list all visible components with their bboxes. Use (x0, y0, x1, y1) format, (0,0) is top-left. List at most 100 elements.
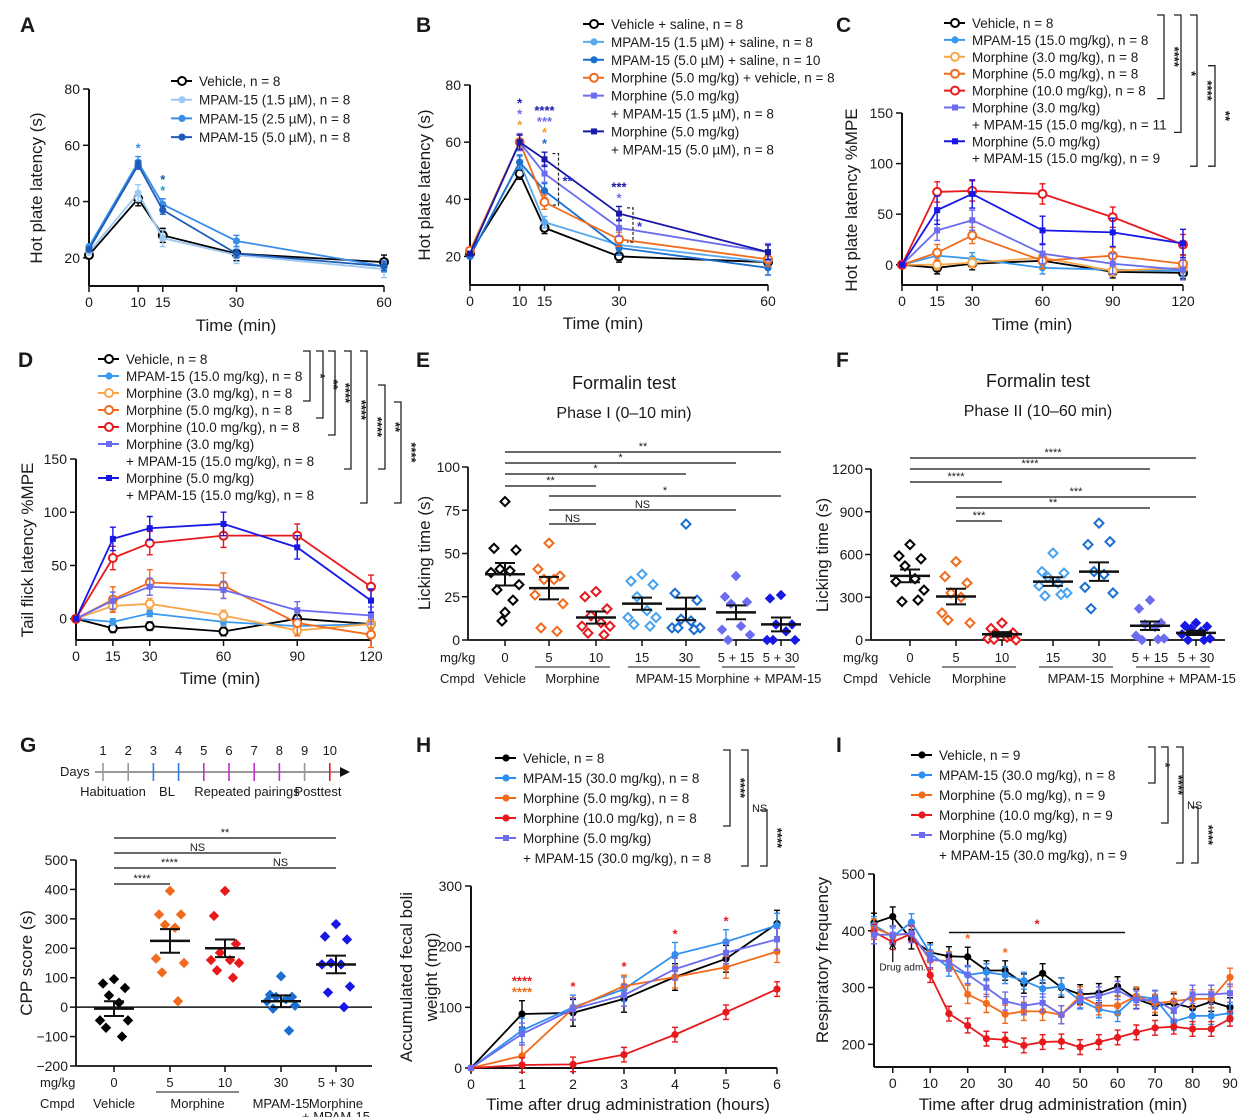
significance-star: **** (534, 103, 555, 118)
data-point (744, 629, 756, 641)
comparison-label: ** (221, 827, 230, 839)
legend-label: MPAM-15 (30.0 mg/kg), n = 8 (939, 768, 1115, 783)
x-tick-label: 30 (142, 648, 158, 664)
data-point (1079, 581, 1091, 594)
significance-star: * (542, 125, 548, 140)
legend-marker (178, 96, 186, 104)
data-point (1082, 538, 1094, 551)
data-point (904, 538, 916, 551)
data-point (1144, 594, 1156, 606)
legend-label: Morphine (5.0 mg/kg) + vehicle, n = 8 (611, 71, 835, 86)
comparison-label: **** (1021, 458, 1039, 470)
row-label: Cmpd (440, 671, 475, 686)
sem-bar (104, 1000, 124, 1017)
significance-bracket (1190, 14, 1198, 167)
data-point (1151, 1024, 1159, 1032)
data-point (1107, 587, 1119, 599)
data-point (730, 570, 742, 582)
legend-label: + MPAM-15 (30.0 mg/kg), n = 8 (523, 851, 711, 866)
data-point (100, 1022, 112, 1033)
y-tick-label: 0 (452, 632, 460, 648)
data-point (232, 250, 241, 258)
legend-marker (918, 811, 926, 819)
data-point (485, 566, 497, 579)
data-point (150, 953, 162, 964)
group-2: 10 (982, 616, 1022, 665)
significance-label: **** (338, 383, 353, 404)
data-point (1037, 188, 1048, 199)
group-0: 0 (94, 973, 134, 1090)
significance-label: * (1158, 762, 1173, 768)
data-point (899, 261, 905, 268)
x-axis-label: Time (min) (992, 315, 1073, 334)
sem-bar (586, 610, 606, 625)
data-point (680, 518, 692, 531)
data-point (1039, 999, 1046, 1006)
dose-label: 30 (1092, 650, 1106, 665)
significance-bracket (1208, 65, 1216, 167)
data-point (988, 633, 1000, 646)
data-point (890, 575, 902, 588)
significance-star: * (517, 107, 523, 122)
sem-bar (1043, 576, 1063, 587)
data-point (557, 597, 569, 610)
dose-label: 5 + 30 (1178, 650, 1215, 665)
data-point (275, 971, 287, 982)
data-point (585, 609, 597, 622)
significance-bracket (1148, 746, 1156, 784)
y-tick-label: 500 (842, 866, 866, 882)
significance-bracket (741, 749, 749, 867)
x-tick-label: 60 (1035, 293, 1051, 309)
data-point (934, 207, 941, 214)
comparison-label: **** (1044, 447, 1062, 459)
data-point (146, 525, 153, 532)
data-point (109, 618, 117, 626)
data-point (1055, 588, 1067, 601)
data-point (964, 953, 972, 961)
panel-label-A: A (20, 14, 35, 37)
sem-bar (632, 596, 652, 611)
data-point (341, 934, 353, 945)
data-point (644, 620, 656, 633)
data-point (765, 249, 771, 256)
panel-label-I: I (836, 734, 842, 757)
series-5 (899, 209, 1186, 281)
significance-label: **** (370, 417, 385, 438)
x-tick-label: 0 (889, 1075, 897, 1091)
data-point (1002, 998, 1009, 1005)
y-tick-label: 300 (842, 980, 866, 996)
data-point (232, 237, 241, 245)
x-tick-label: 120 (1171, 293, 1195, 309)
phase-label: Repeated pairings (194, 784, 300, 799)
data-point (1152, 634, 1164, 645)
data-point (178, 957, 190, 969)
y-tick-label: −100 (36, 1029, 68, 1045)
significance-star: * (1003, 945, 1009, 960)
y-tick-label: 200 (842, 1036, 866, 1052)
data-point (519, 1031, 525, 1038)
y-tick-label: 50 (877, 206, 893, 222)
data-point (144, 598, 155, 609)
panel-label-H: H (416, 734, 431, 757)
data-point (227, 972, 239, 983)
comparison-label: **** (133, 873, 151, 885)
dose-label: 0 (501, 650, 508, 665)
y-tick-label: 0 (60, 999, 68, 1015)
data-point (1189, 991, 1196, 998)
series-4 (468, 927, 780, 1071)
data-point (969, 190, 976, 197)
data-point (108, 973, 120, 985)
data-point (164, 885, 176, 897)
x-tick-label: 90 (289, 648, 305, 664)
data-point (896, 595, 908, 608)
y-tick-label: 100 (45, 970, 69, 986)
data-point (1020, 1041, 1028, 1050)
x-tick-label: 50 (1072, 1075, 1088, 1091)
significance-bracket (316, 350, 324, 419)
legend-label: Morphine (3.0 mg/kg) (972, 101, 1100, 116)
legend-marker (591, 92, 597, 99)
event-label: Drug adm. (879, 963, 926, 974)
data-point (1047, 547, 1059, 559)
comparison-label: *** (1070, 486, 1084, 498)
comparison-label: ** (1049, 497, 1058, 509)
